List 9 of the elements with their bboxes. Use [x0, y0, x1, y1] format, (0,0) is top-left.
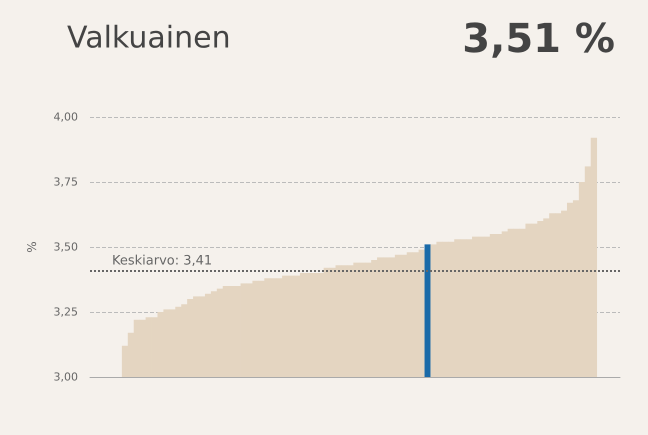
y-tick-label: 3,75 — [54, 176, 78, 188]
ref-line-label: Keskiarvo: 3,41 — [112, 253, 212, 268]
y-tick-label: 3,00 — [54, 370, 78, 384]
chart-title: Valkuainen — [67, 20, 231, 56]
chart-subtitle: 3,51 % — [462, 16, 616, 62]
y-tick-label: 3,25 — [54, 306, 78, 318]
y-tick-label: 3,50 — [54, 240, 78, 254]
y-axis-title: % — [25, 241, 39, 253]
y-tick-label: 4,00 — [54, 110, 78, 124]
